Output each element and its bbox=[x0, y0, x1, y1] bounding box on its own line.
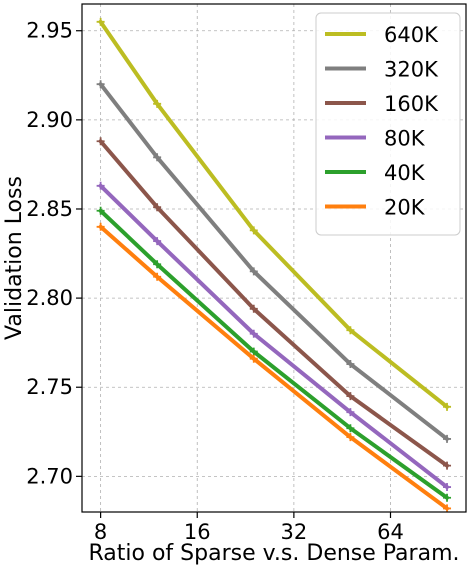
data-point bbox=[96, 181, 105, 190]
data-point bbox=[346, 360, 355, 369]
data-point bbox=[346, 392, 355, 401]
data-point bbox=[249, 226, 258, 235]
data-point bbox=[443, 493, 452, 502]
data-point bbox=[96, 137, 105, 146]
data-point bbox=[346, 326, 355, 335]
data-point bbox=[249, 329, 258, 338]
data-point bbox=[153, 99, 162, 108]
data-point bbox=[443, 483, 452, 492]
y-tick-label: 2.85 bbox=[26, 197, 73, 221]
series-layer bbox=[96, 17, 452, 513]
data-point bbox=[96, 17, 105, 26]
data-point bbox=[249, 267, 258, 276]
data-point bbox=[96, 206, 105, 215]
data-point bbox=[346, 424, 355, 433]
y-tick-label: 2.95 bbox=[26, 19, 73, 43]
plot-frame bbox=[81, 3, 467, 513]
legend-label: 20K bbox=[384, 196, 426, 220]
x-tick-label: 8 bbox=[94, 520, 107, 544]
y-tick-label: 2.70 bbox=[26, 464, 73, 488]
data-point bbox=[443, 504, 452, 513]
data-point bbox=[346, 433, 355, 442]
data-point bbox=[249, 347, 258, 356]
data-point bbox=[96, 80, 105, 89]
x-axis-label: Ratio of Sparse v.s. Dense Param. bbox=[89, 541, 460, 566]
legend-label: 160K bbox=[384, 92, 439, 116]
data-point bbox=[153, 272, 162, 281]
data-point bbox=[153, 237, 162, 246]
data-point bbox=[443, 402, 452, 411]
legend-item: 80K bbox=[325, 127, 426, 151]
data-point bbox=[153, 153, 162, 162]
series-80K bbox=[96, 181, 452, 492]
series-640K bbox=[96, 17, 452, 411]
data-point bbox=[443, 461, 452, 470]
data-point bbox=[249, 354, 258, 363]
y-tick-label: 2.80 bbox=[26, 286, 73, 310]
axes: 8 16 32 64 2.70 2.75 2.80 2.85 2.90 2.95 bbox=[26, 19, 404, 544]
x-tick-label: 32 bbox=[281, 520, 308, 544]
legend-item: 320K bbox=[325, 58, 439, 82]
legend-item: 640K bbox=[325, 23, 439, 47]
y-axis-label: Validation Loss bbox=[2, 176, 27, 340]
series-40K bbox=[96, 206, 452, 502]
series-160K bbox=[96, 137, 452, 470]
legend-item: 160K bbox=[325, 92, 439, 116]
legend-item: 40K bbox=[325, 161, 426, 185]
data-point bbox=[249, 304, 258, 313]
series-320K bbox=[96, 80, 452, 443]
data-point bbox=[346, 408, 355, 417]
data-point bbox=[96, 222, 105, 231]
legend-label: 320K bbox=[384, 58, 439, 82]
data-point bbox=[443, 434, 452, 443]
x-tick-label: 16 bbox=[184, 520, 211, 544]
legend-label: 80K bbox=[384, 127, 426, 151]
y-tick-label: 2.90 bbox=[26, 108, 73, 132]
series-20K bbox=[96, 222, 452, 513]
legend: 640K 320K 160K 80K 40K 20K bbox=[315, 12, 461, 236]
legend-item: 20K bbox=[325, 196, 426, 220]
data-point bbox=[153, 260, 162, 269]
y-tick-label: 2.75 bbox=[26, 375, 73, 399]
x-tick-label: 64 bbox=[377, 520, 404, 544]
data-point bbox=[153, 203, 162, 212]
legend-label: 640K bbox=[384, 23, 439, 47]
legend-label: 40K bbox=[384, 161, 426, 185]
